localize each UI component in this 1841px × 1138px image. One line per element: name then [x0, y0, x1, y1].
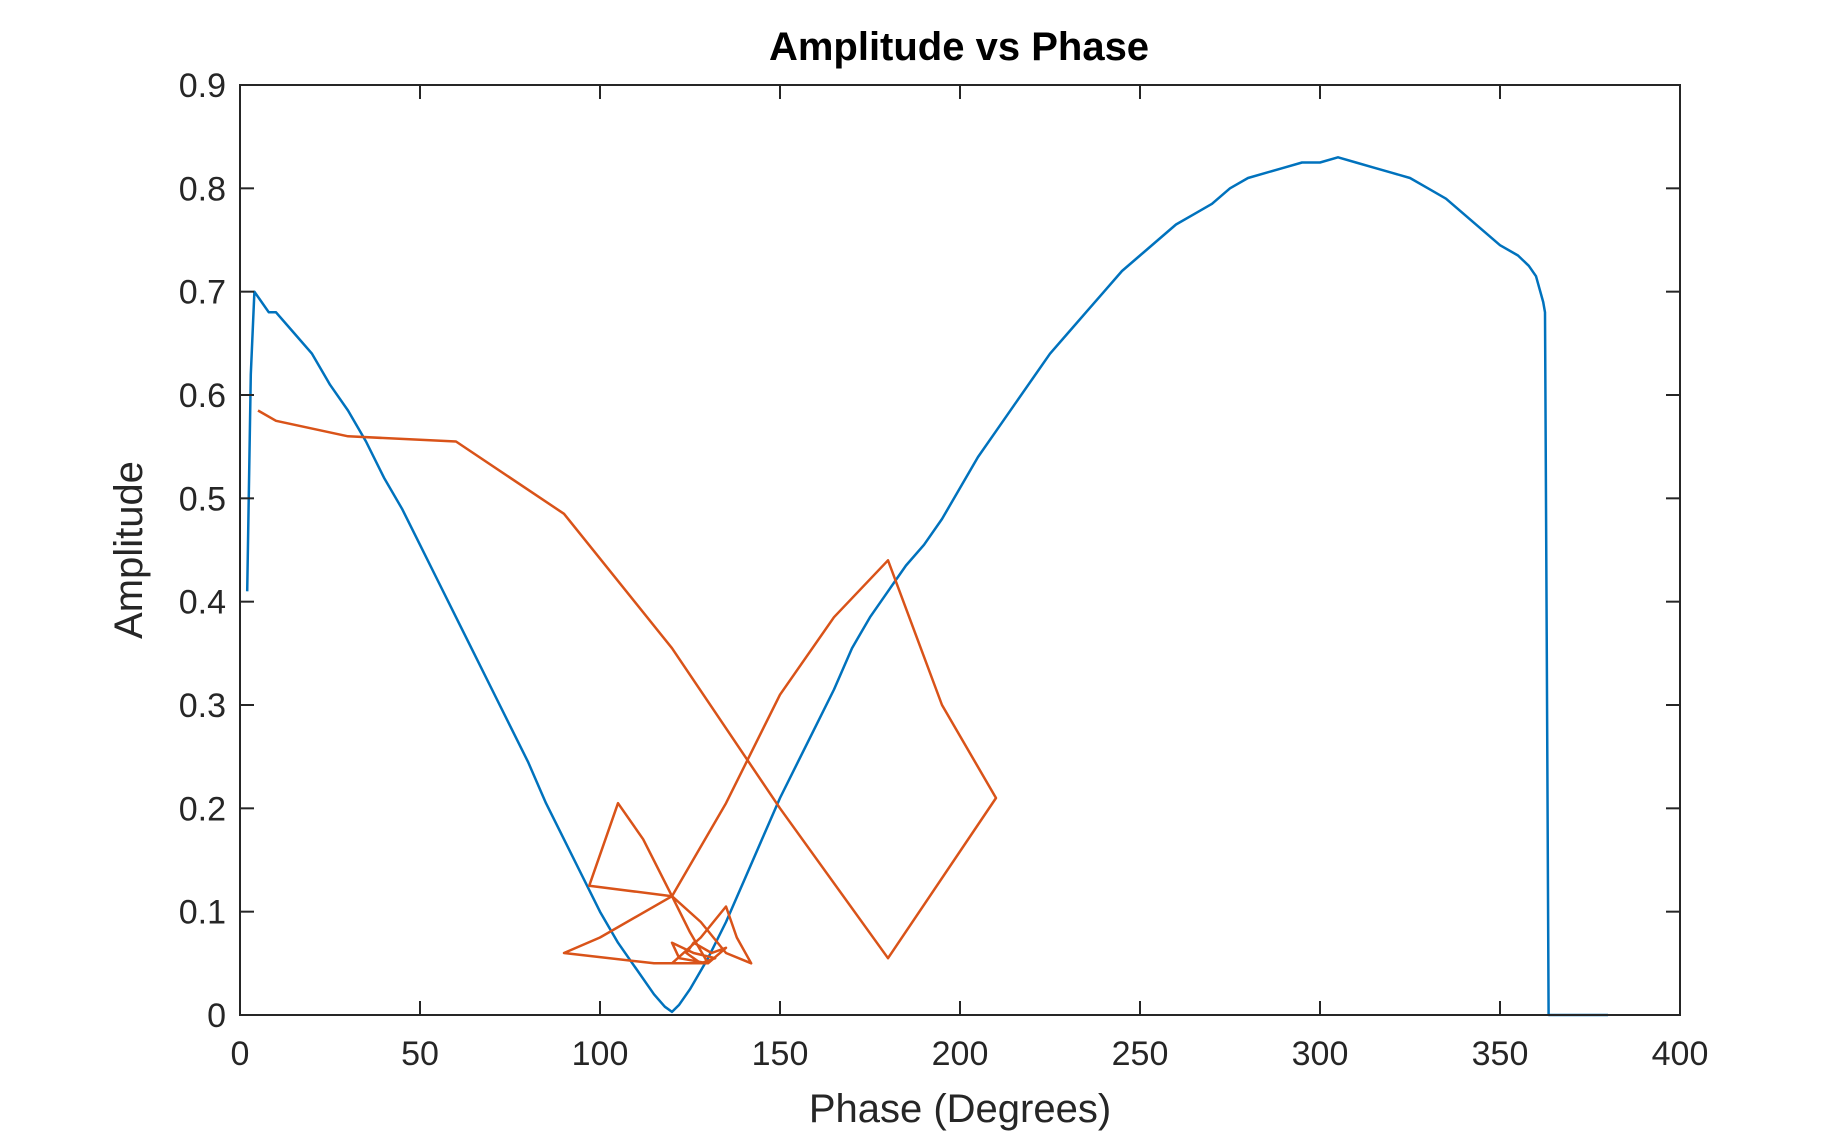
series-line-2	[257, 409, 998, 965]
x-tick-label: 200	[932, 1035, 989, 1073]
y-tick-label: 0.8	[179, 170, 226, 208]
series-layer	[245, 156, 1608, 1017]
x-tick-label: 400	[1652, 1035, 1709, 1073]
y-tick-label: 0.1	[179, 894, 226, 932]
chart-title: Amplitude vs Phase	[769, 25, 1149, 69]
x-axis: 0 50 100 150 200 250 300 350 400	[231, 85, 1709, 1073]
x-axis-label: Phase (Degrees)	[809, 1087, 1111, 1131]
x-tick-label: 50	[401, 1035, 439, 1073]
x-tick-label: 300	[1292, 1035, 1349, 1073]
y-tick-label: 0.5	[179, 480, 226, 518]
series-line-1	[245, 156, 1608, 1017]
x-tick-label: 150	[752, 1035, 809, 1073]
y-axis: 0 0.1 0.2 0.3 0.4 0.5 0.6 0.7 0.8 0.9	[179, 67, 1680, 1035]
x-tick-label: 0	[231, 1035, 250, 1073]
y-tick-label: 0.6	[179, 377, 226, 415]
x-tick-label: 350	[1472, 1035, 1529, 1073]
x-tick-label: 250	[1112, 1035, 1169, 1073]
plot-frame	[239, 84, 1681, 1016]
y-tick-label: 0.3	[179, 687, 226, 725]
y-tick-label: 0.2	[179, 790, 226, 828]
y-tick-label: 0.4	[179, 584, 226, 622]
y-axis-label: Amplitude	[107, 461, 151, 639]
y-tick-label: 0	[207, 997, 226, 1035]
y-tick-label: 0.9	[179, 67, 226, 105]
y-tick-label: 0.7	[179, 274, 226, 312]
x-tick-label: 100	[572, 1035, 629, 1073]
